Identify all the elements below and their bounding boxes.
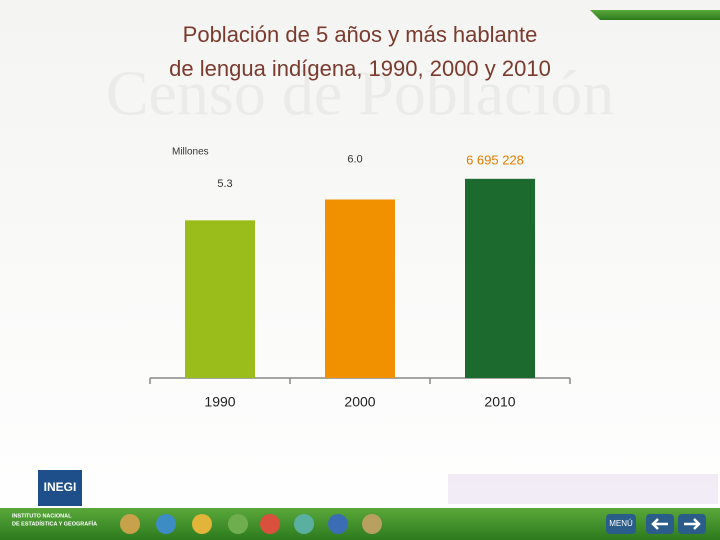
chart-title: Población de 5 años y más hablante (183, 22, 538, 47)
nav-icon[interactable] (192, 514, 212, 534)
people-strip (448, 474, 718, 504)
logo: INEGI (44, 480, 77, 494)
institute: DE ESTADÍSTICA Y GEOGRAFÍA (12, 519, 97, 527)
institute: INSTITUTO NACIONAL (12, 513, 72, 519)
menu-button[interactable] (606, 514, 636, 534)
chart-title: de lengua indígena, 1990, 2000 y 2010 (169, 56, 551, 81)
nav-icon[interactable] (328, 514, 348, 534)
bar (465, 178, 535, 378)
value-label: 5.3 (217, 178, 232, 190)
value-label: 6 695 228 (466, 152, 524, 167)
nav-icon[interactable] (260, 514, 280, 534)
nav-icons (120, 514, 382, 534)
value-label: 6.0 (347, 153, 362, 165)
people-art (448, 474, 718, 504)
x-tick-label: 2010 (484, 394, 515, 410)
top-bar (590, 10, 720, 20)
logo-box (38, 470, 82, 506)
prev-arrow (651, 518, 668, 530)
plot: 1990 5.3 2000 6.0 2010 6 695 228 (149, 152, 571, 410)
nav-icon[interactable] (294, 514, 314, 534)
y-axis-label: Millones (172, 147, 209, 158)
bar (325, 199, 395, 378)
bar (185, 220, 255, 378)
nav-icon[interactable] (156, 514, 176, 534)
watermark: Censo de Población (106, 58, 614, 129)
nav-icon[interactable] (362, 514, 382, 534)
x-tick-label: 2000 (344, 394, 375, 410)
x-tick-label: 1990 (204, 394, 235, 410)
nav-icon[interactable] (228, 514, 248, 534)
nav-icon[interactable] (120, 514, 140, 534)
next-arrow (684, 518, 701, 530)
menu-label: MENÚ (609, 519, 633, 528)
